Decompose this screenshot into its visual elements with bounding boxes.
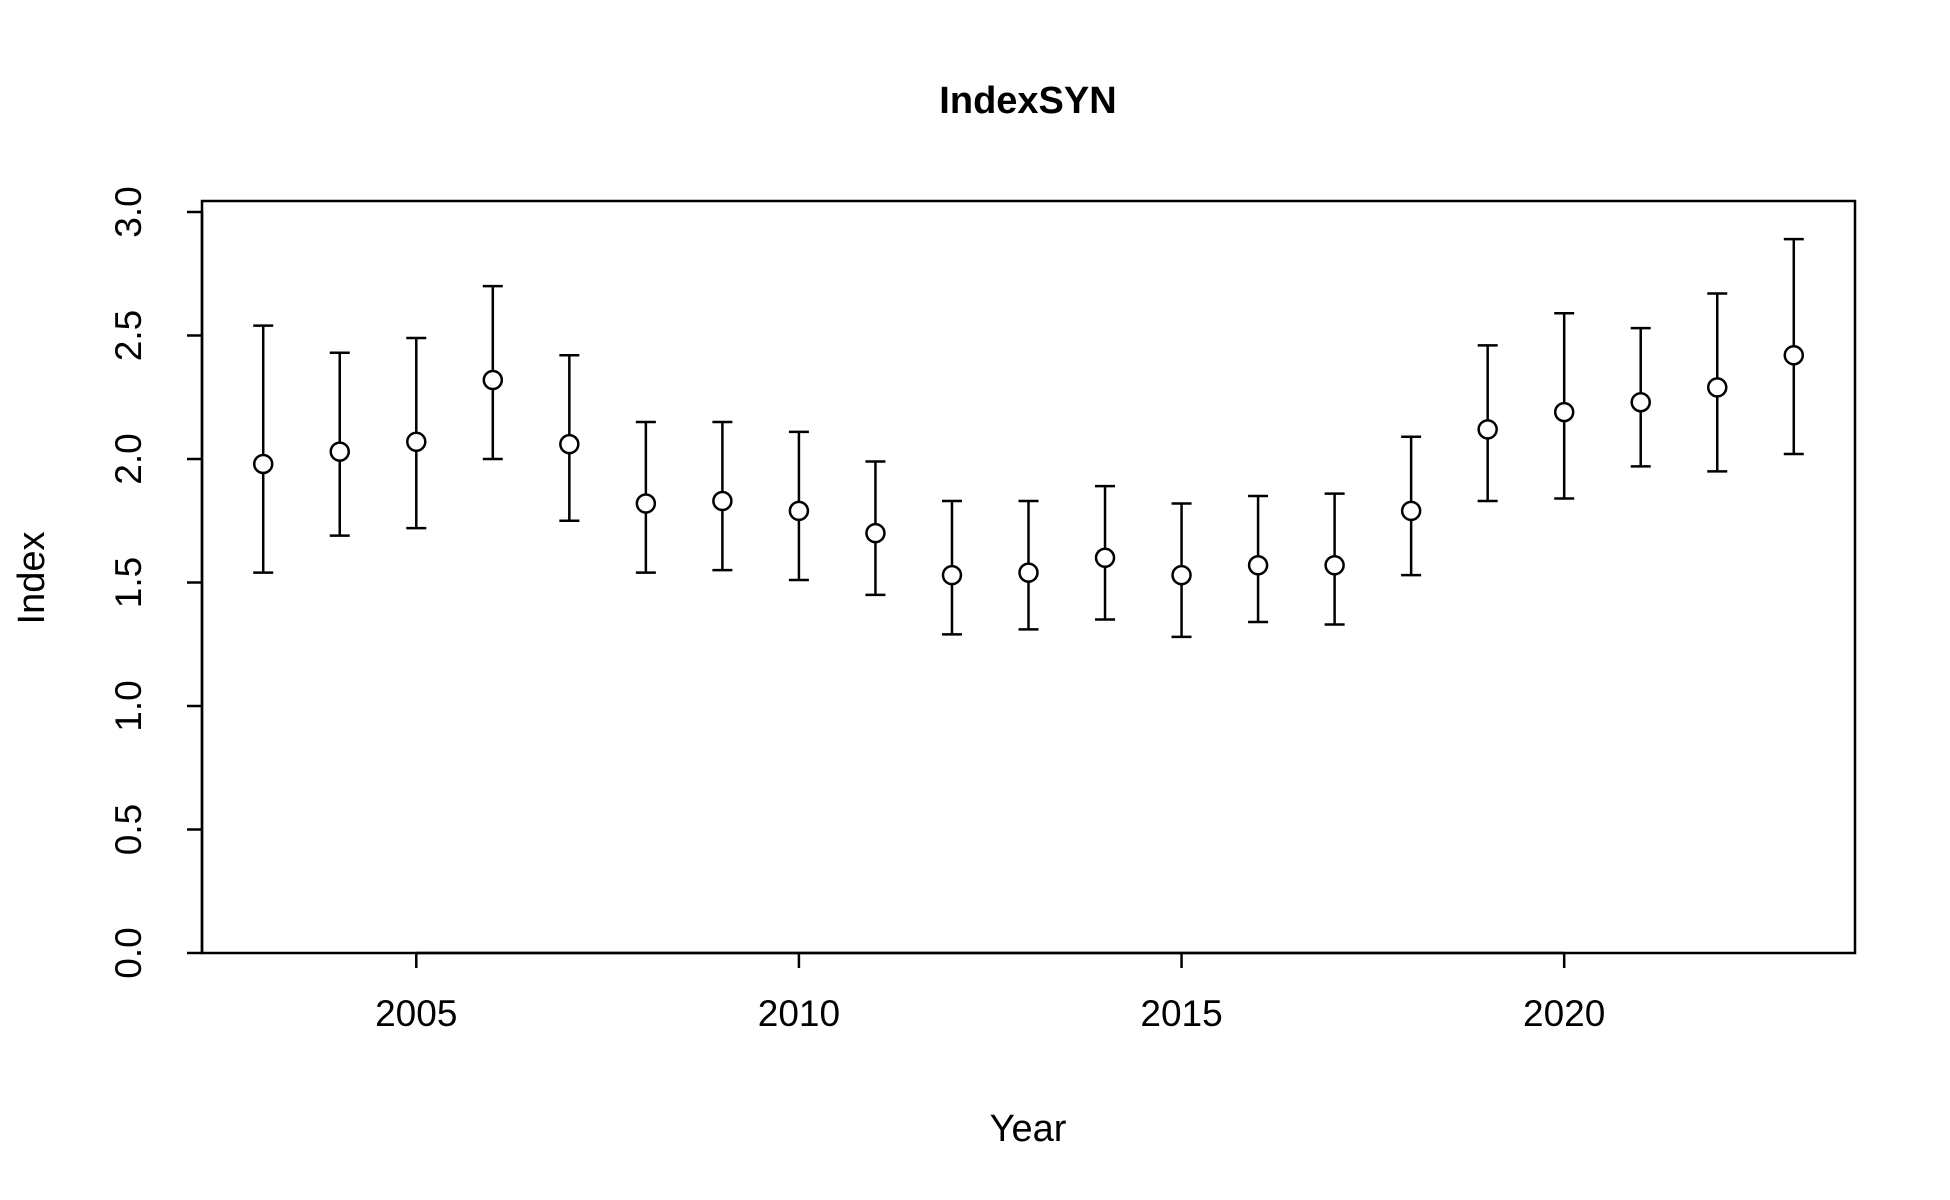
data-point xyxy=(406,431,427,452)
y-tick-label: 3.0 xyxy=(108,186,149,237)
data-point xyxy=(1553,401,1575,423)
y-axis: 0.0 0.5 1.0 1.5 2.0 2.5 3.0 xyxy=(108,186,204,979)
data-point xyxy=(1324,554,1345,576)
y-axis-label: Index xyxy=(11,532,53,625)
data-point xyxy=(865,522,886,544)
data-point xyxy=(252,453,274,475)
data-point xyxy=(329,441,350,462)
x-tick-label: 2020 xyxy=(1523,993,1605,1034)
data-point xyxy=(635,493,657,514)
data-point xyxy=(1477,419,1498,440)
data-point xyxy=(1707,377,1728,398)
data-points xyxy=(252,345,1805,586)
y-tick-label: 2.5 xyxy=(108,310,149,361)
chart-title: IndexSYN xyxy=(939,80,1116,122)
data-point xyxy=(712,490,733,512)
data-point xyxy=(941,564,963,586)
data-point xyxy=(1783,345,1805,366)
data-point xyxy=(1630,391,1651,413)
y-tick-label: 1.5 xyxy=(108,557,149,608)
data-point xyxy=(482,369,504,391)
y-tick-label: 1.0 xyxy=(108,680,149,731)
data-point xyxy=(788,500,810,522)
data-point xyxy=(1247,554,1269,576)
error-bar xyxy=(253,324,274,574)
data-point xyxy=(1171,564,1192,586)
data-point xyxy=(1094,547,1116,569)
x-tick-label: 2010 xyxy=(758,993,840,1034)
x-axis: 2005 2010 2015 2020 xyxy=(375,951,1605,1034)
data-point xyxy=(1018,562,1039,583)
y-tick-label: 0.5 xyxy=(108,804,149,855)
y-tick-label: 0.0 xyxy=(108,927,149,978)
x-tick-label: 2005 xyxy=(375,993,457,1034)
y-tick-label: 2.0 xyxy=(108,433,149,484)
x-axis-label: Year xyxy=(990,1108,1067,1150)
x-tick-label: 2015 xyxy=(1140,993,1222,1034)
data-point xyxy=(1400,500,1422,522)
data-point xyxy=(559,433,580,455)
